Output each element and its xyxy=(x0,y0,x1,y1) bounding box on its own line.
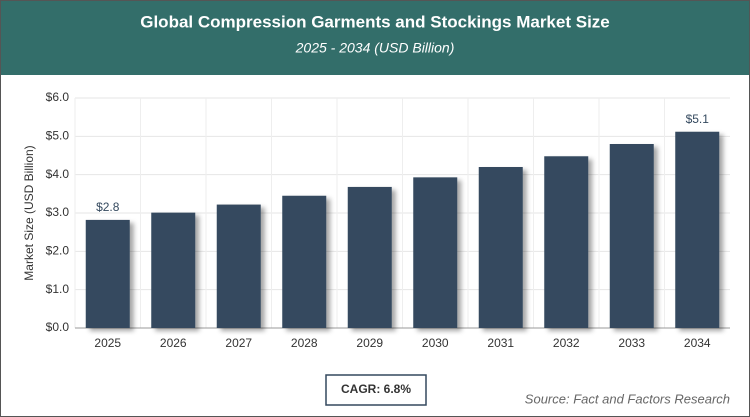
header xyxy=(1,1,749,75)
x-tick-label: 2027 xyxy=(225,336,252,350)
bar xyxy=(544,156,589,328)
x-tick-label: 2029 xyxy=(356,336,383,350)
x-tick-label: 2033 xyxy=(618,336,645,350)
bar xyxy=(675,131,720,328)
bar xyxy=(478,167,523,328)
x-tick-label: 2026 xyxy=(160,336,187,350)
chart-title: Global Compression Garments and Stocking… xyxy=(140,12,610,31)
cagr-label: CAGR: 6.8% xyxy=(341,382,411,396)
value-label: $2.8 xyxy=(96,200,120,214)
bar xyxy=(85,219,130,328)
bar xyxy=(216,204,261,328)
y-axis-label: Market Size (USD Billion) xyxy=(22,145,36,280)
x-tick-label: 2031 xyxy=(487,336,514,350)
x-tick-label: 2030 xyxy=(422,336,449,350)
y-tick-label: $3.0 xyxy=(46,205,70,219)
chart-subtitle: 2025 - 2034 (USD Billion) xyxy=(295,40,455,56)
x-tick-label: 2025 xyxy=(94,336,121,350)
x-tick-label: 2034 xyxy=(684,336,711,350)
y-tick-label: $6.0 xyxy=(46,90,70,104)
y-tick-label: $1.0 xyxy=(46,282,70,296)
bar xyxy=(609,144,654,328)
cagr-box xyxy=(325,374,427,406)
bar xyxy=(413,177,458,328)
value-label: $5.1 xyxy=(686,112,710,126)
y-tick-label: $4.0 xyxy=(46,167,70,181)
y-tick-label: $5.0 xyxy=(46,129,70,143)
y-tick-label: $0.0 xyxy=(46,320,70,334)
source: Source: Fact and Factors Research xyxy=(525,391,730,406)
x-tick-label: 2032 xyxy=(553,336,580,350)
bar xyxy=(347,186,392,328)
bar xyxy=(151,212,196,328)
bar xyxy=(282,195,327,328)
x-tick-label: 2028 xyxy=(291,336,318,350)
y-tick-label: $2.0 xyxy=(46,244,70,258)
